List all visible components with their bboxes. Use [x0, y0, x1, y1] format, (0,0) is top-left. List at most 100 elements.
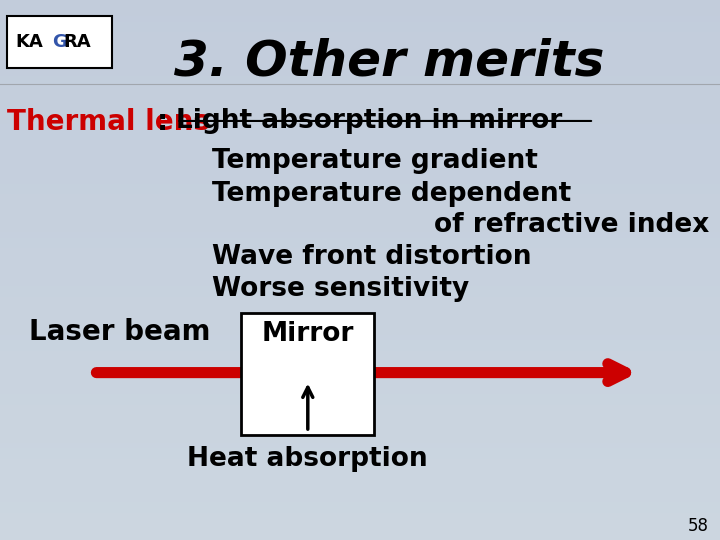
Bar	[0, 205, 720, 211]
Bar	[0, 529, 720, 535]
Bar	[0, 497, 720, 502]
Bar	[0, 22, 720, 27]
Bar	[0, 178, 720, 184]
Bar	[0, 227, 720, 232]
Bar	[0, 254, 720, 259]
Text: 58: 58	[688, 517, 709, 535]
Text: Thermal lens: Thermal lens	[7, 108, 210, 136]
Bar	[0, 313, 720, 319]
Bar	[0, 367, 720, 373]
Bar	[0, 302, 720, 308]
Bar	[0, 103, 720, 108]
Text: Temperature gradient: Temperature gradient	[212, 148, 539, 174]
Bar	[0, 335, 720, 340]
Bar	[0, 373, 720, 378]
Bar	[0, 108, 720, 113]
Bar	[0, 124, 720, 130]
Bar	[0, 308, 720, 313]
Bar	[0, 275, 720, 281]
Text: Laser beam: Laser beam	[29, 318, 210, 346]
Bar	[0, 140, 720, 146]
Text: Mirror: Mirror	[261, 321, 354, 347]
Bar	[0, 319, 720, 324]
Bar	[0, 502, 720, 508]
Bar	[0, 297, 720, 302]
Bar	[0, 194, 720, 200]
Bar	[0, 238, 720, 243]
Bar	[0, 0, 720, 5]
Bar	[0, 221, 720, 227]
Bar	[0, 27, 720, 32]
Bar	[0, 437, 720, 443]
Bar	[0, 211, 720, 216]
Bar	[0, 524, 720, 529]
Bar	[0, 59, 720, 65]
Bar	[0, 362, 720, 367]
Bar	[0, 86, 720, 92]
FancyArrowPatch shape	[303, 387, 312, 429]
Bar	[0, 340, 720, 346]
Bar	[0, 292, 720, 297]
Bar	[0, 270, 720, 275]
Bar	[0, 162, 720, 167]
Bar	[0, 81, 720, 86]
Bar	[0, 32, 720, 38]
Bar	[0, 248, 720, 254]
Bar	[0, 448, 720, 454]
Bar	[0, 38, 720, 43]
Bar	[0, 157, 720, 162]
Bar	[0, 432, 720, 437]
Text: :: :	[157, 108, 168, 136]
Bar	[0, 65, 720, 70]
Text: Worse sensitivity: Worse sensitivity	[212, 276, 469, 302]
Bar	[0, 113, 720, 119]
Bar	[0, 135, 720, 140]
Bar	[0, 416, 720, 421]
Bar	[241, 313, 374, 435]
Bar	[0, 464, 720, 470]
Bar	[0, 97, 720, 103]
Bar	[0, 167, 720, 173]
Bar	[0, 329, 720, 335]
Bar	[0, 421, 720, 427]
Bar	[0, 119, 720, 124]
Text: Heat absorption: Heat absorption	[187, 446, 428, 471]
Bar	[0, 410, 720, 416]
Text: 3. Other merits: 3. Other merits	[174, 38, 604, 86]
Text: KA: KA	[16, 33, 44, 51]
Bar	[0, 481, 720, 486]
Text: G: G	[52, 33, 67, 51]
Bar	[0, 49, 720, 54]
Bar	[0, 70, 720, 76]
Text: Temperature dependent: Temperature dependent	[212, 181, 572, 207]
Bar	[0, 470, 720, 475]
Bar	[0, 146, 720, 151]
Bar	[0, 475, 720, 481]
Bar	[0, 513, 720, 518]
Bar	[0, 351, 720, 356]
Bar	[0, 151, 720, 157]
Text: RA: RA	[63, 33, 91, 51]
Bar	[0, 43, 720, 49]
Bar	[0, 508, 720, 513]
Bar	[0, 356, 720, 362]
Bar	[0, 281, 720, 286]
Bar	[0, 232, 720, 238]
Bar	[0, 130, 720, 135]
Bar	[0, 54, 720, 59]
Bar	[0, 443, 720, 448]
Bar	[0, 427, 720, 432]
Bar	[0, 383, 720, 389]
Bar	[0, 491, 720, 497]
Bar	[0, 405, 720, 410]
Bar	[0, 184, 720, 189]
Bar	[0, 76, 720, 81]
Bar	[0, 92, 720, 97]
Bar	[0, 394, 720, 400]
Text: Wave front distortion: Wave front distortion	[212, 244, 532, 270]
Bar	[7, 16, 112, 68]
Bar	[0, 378, 720, 383]
Bar	[0, 5, 720, 11]
Bar	[0, 265, 720, 270]
Bar	[0, 173, 720, 178]
